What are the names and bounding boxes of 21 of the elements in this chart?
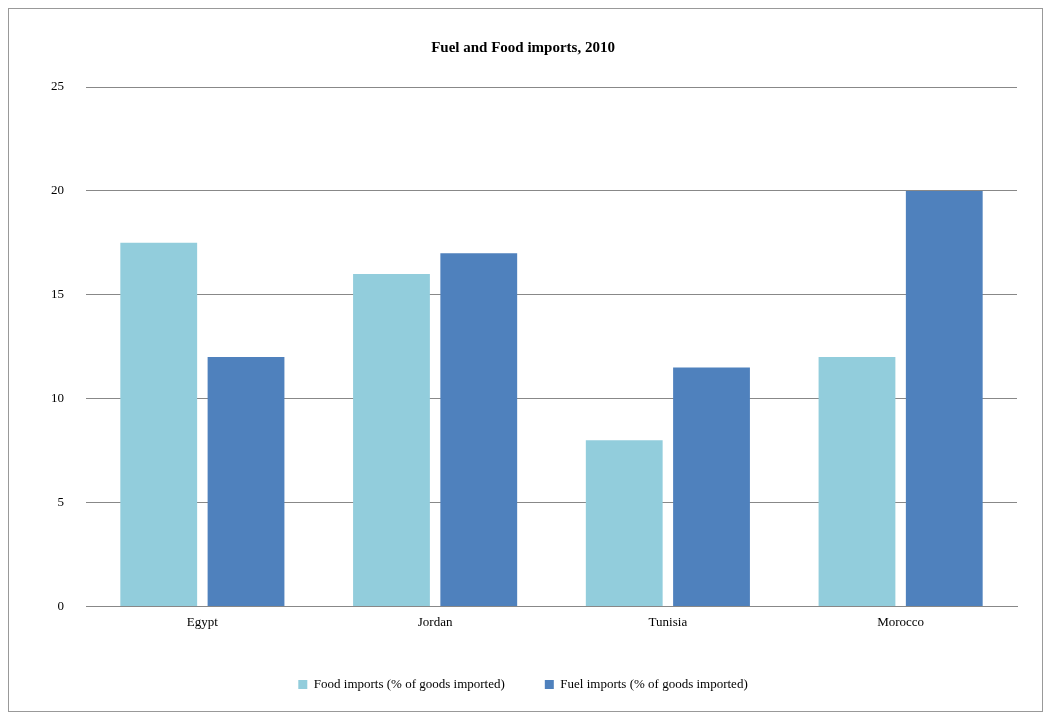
y-tick-label: 15 <box>51 286 64 302</box>
y-tick-label: 20 <box>51 182 64 198</box>
legend-label: Fuel imports (% of goods imported) <box>560 675 748 691</box>
x-tick-label: Egypt <box>186 613 219 629</box>
bar <box>585 440 663 606</box>
bar <box>905 190 983 606</box>
chart-title: Fuel and Food imports, 2010 <box>431 38 615 55</box>
y-tick-label: 0 <box>57 597 64 613</box>
bar <box>120 242 198 606</box>
bar <box>673 367 750 606</box>
bar <box>818 357 896 606</box>
y-tick-label: 5 <box>57 493 64 509</box>
legend-label: Food imports (% of goods imported) <box>313 675 505 691</box>
bar <box>353 273 430 606</box>
y-tick-label: 25 <box>51 78 64 94</box>
x-tick-label: Tunisia <box>648 613 688 629</box>
bar <box>440 253 518 606</box>
x-tick-label: Jordan <box>417 613 453 629</box>
x-tick-label: Morocco <box>877 613 925 629</box>
bar <box>207 357 285 606</box>
y-tick-label: 10 <box>51 390 64 406</box>
